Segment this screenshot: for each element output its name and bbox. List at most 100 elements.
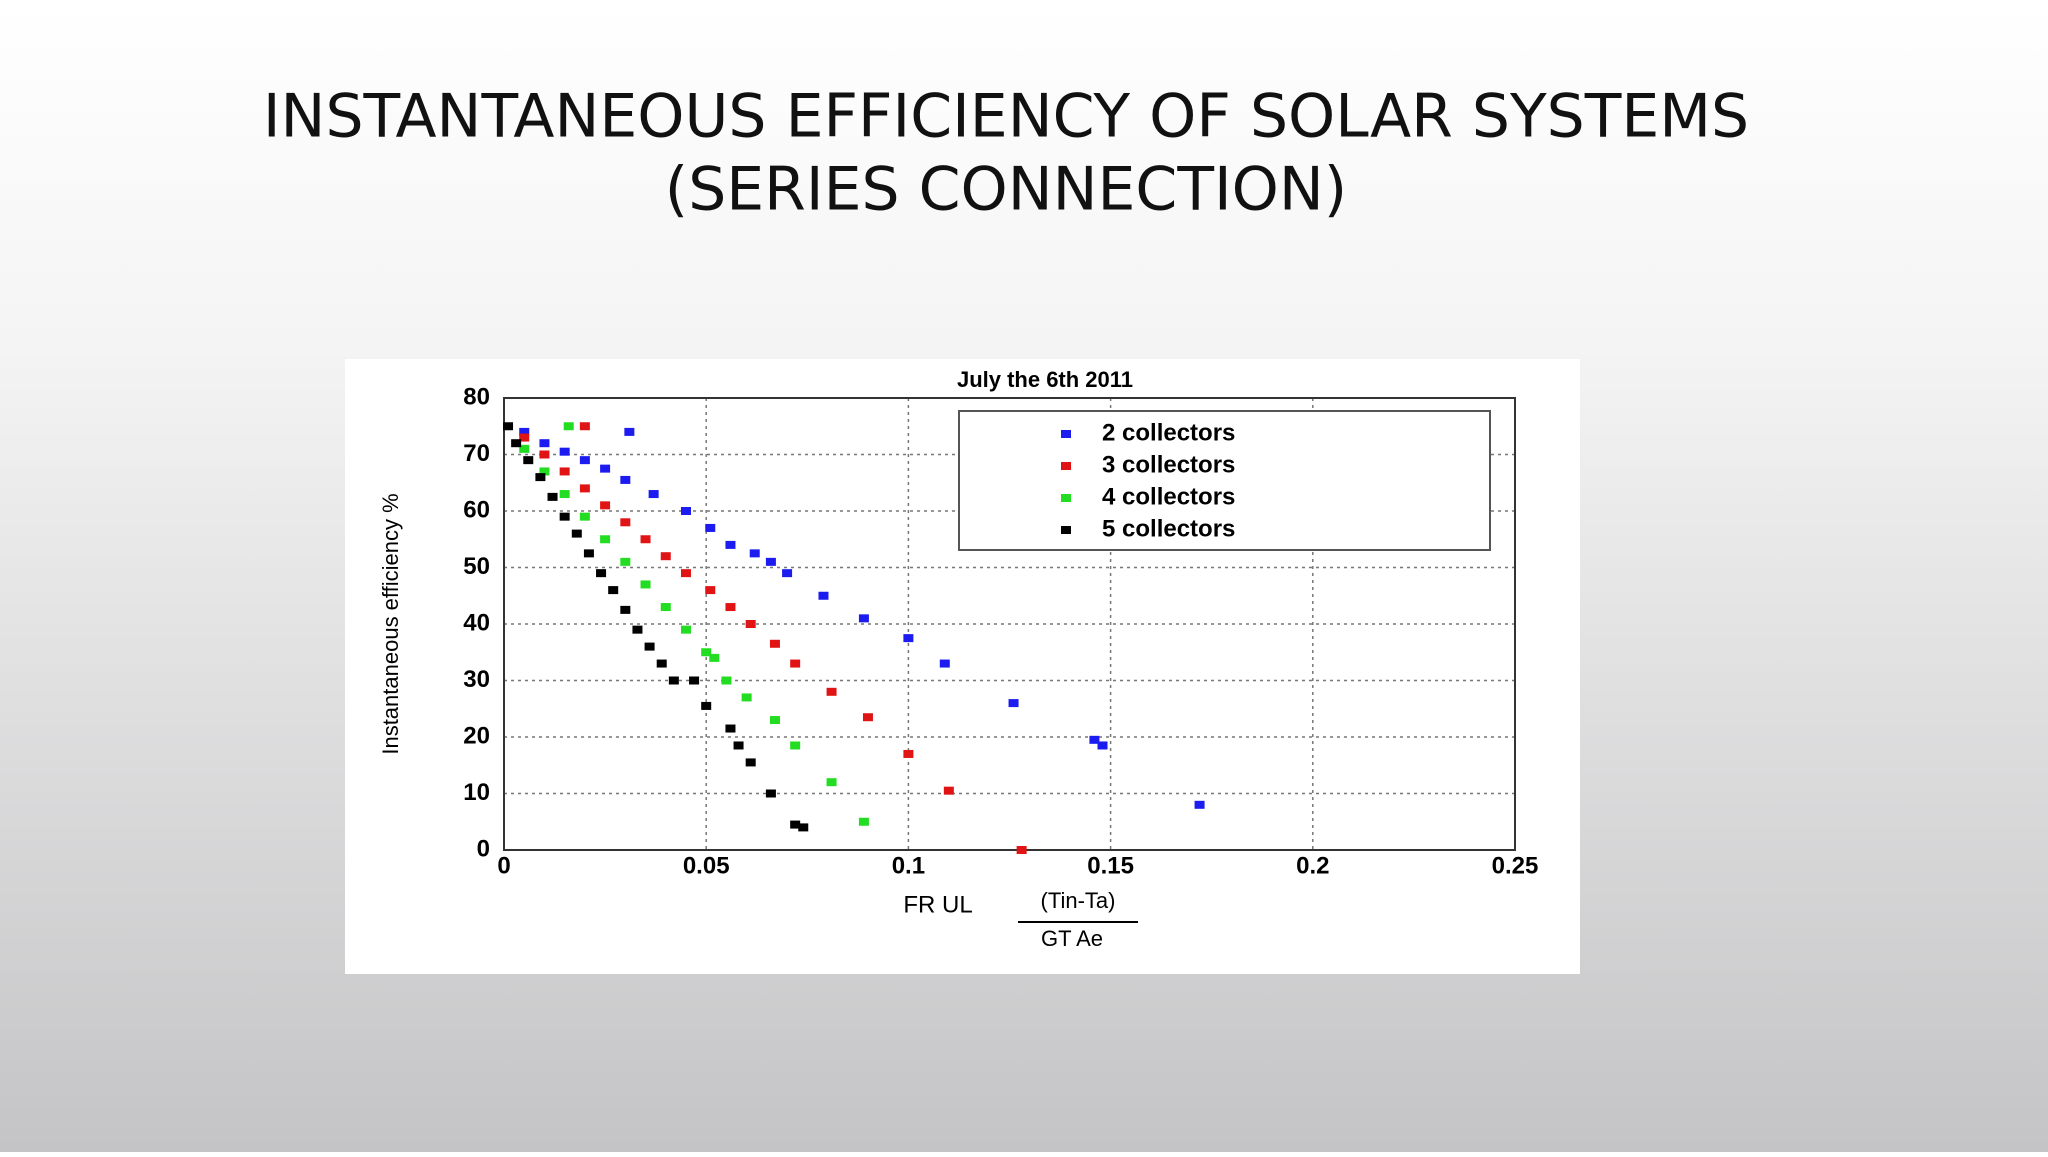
y-tick-label: 50	[463, 553, 490, 580]
point	[745, 758, 756, 767]
legend-marker	[1061, 494, 1071, 502]
legend-marker	[1061, 526, 1071, 534]
point	[519, 433, 530, 442]
point	[656, 659, 667, 668]
point	[539, 467, 550, 476]
point	[769, 716, 780, 725]
point	[818, 591, 829, 600]
y-tick-label: 30	[463, 666, 490, 693]
point	[559, 512, 570, 521]
point	[790, 659, 801, 668]
point	[579, 512, 590, 521]
point	[749, 549, 760, 558]
point	[903, 634, 914, 643]
y-tick-label: 60	[463, 496, 490, 523]
point	[939, 659, 950, 668]
point	[689, 676, 700, 685]
point	[571, 529, 582, 538]
point	[1008, 699, 1019, 708]
x-tick-label: 0.05	[683, 852, 730, 879]
y-tick-label: 40	[463, 609, 490, 636]
point	[701, 648, 712, 657]
point	[600, 535, 611, 544]
x-tick-label: 0	[497, 852, 510, 879]
point	[579, 456, 590, 465]
point	[596, 569, 607, 578]
point	[1089, 735, 1100, 744]
point	[725, 540, 736, 549]
point	[600, 501, 611, 510]
point	[680, 625, 691, 634]
point	[858, 817, 869, 826]
x-tick-label: 0.15	[1087, 852, 1134, 879]
y-tick-label: 10	[463, 779, 490, 806]
y-tick-label: 20	[463, 722, 490, 749]
chart-title: July the 6th 2011	[957, 367, 1133, 392]
point	[943, 786, 954, 795]
slide-title: (SERIES CONNECTION)	[665, 155, 1347, 225]
legend-label: 5 collectors	[1102, 515, 1235, 542]
point	[547, 492, 558, 501]
point	[765, 789, 776, 798]
slide-title: INSTANTANEOUS EFFICIENCY OF SOLAR SYSTEM…	[263, 82, 1749, 152]
point	[559, 490, 570, 499]
point	[660, 552, 671, 561]
point	[563, 422, 574, 431]
legend-box	[958, 410, 1491, 551]
point	[511, 439, 522, 448]
point	[559, 467, 570, 476]
point	[725, 724, 736, 733]
y-tick-label: 0	[477, 835, 490, 862]
point	[579, 484, 590, 493]
point	[858, 614, 869, 623]
point	[640, 535, 651, 544]
point	[790, 820, 801, 829]
point	[539, 439, 550, 448]
point	[798, 823, 809, 832]
point	[826, 778, 837, 787]
point	[680, 569, 691, 578]
point	[600, 464, 611, 473]
point	[903, 749, 914, 758]
legend-marker	[1061, 430, 1071, 438]
point	[790, 741, 801, 750]
point	[709, 653, 720, 662]
point	[826, 687, 837, 696]
point	[608, 586, 619, 595]
y-tick-label: 80	[463, 383, 490, 410]
point	[579, 422, 590, 431]
x-tick-label: 0.1	[892, 852, 925, 879]
point	[1016, 846, 1027, 854]
x-tick-label: 0.25	[1492, 852, 1539, 879]
point	[745, 620, 756, 628]
point	[632, 625, 643, 634]
point	[583, 549, 594, 558]
x-axis-label: GT Ae	[1041, 926, 1103, 951]
point	[1097, 741, 1108, 750]
point	[765, 557, 776, 566]
point	[741, 693, 752, 702]
point	[721, 676, 732, 685]
point	[680, 507, 691, 515]
x-axis-label: (Tin-Ta)	[1041, 888, 1116, 913]
point	[705, 586, 716, 595]
legend-label: 4 collectors	[1102, 483, 1235, 510]
point	[503, 422, 514, 431]
point	[725, 603, 736, 612]
point	[769, 639, 780, 648]
point	[620, 605, 631, 614]
point	[519, 427, 530, 436]
point	[535, 473, 546, 482]
point	[644, 642, 655, 651]
point	[660, 603, 671, 612]
point	[539, 450, 550, 459]
point	[620, 475, 631, 484]
point	[640, 580, 651, 589]
point	[559, 447, 570, 456]
x-tick-label: 0.2	[1296, 852, 1329, 879]
point	[705, 523, 716, 532]
point	[648, 490, 659, 499]
point	[523, 456, 534, 465]
